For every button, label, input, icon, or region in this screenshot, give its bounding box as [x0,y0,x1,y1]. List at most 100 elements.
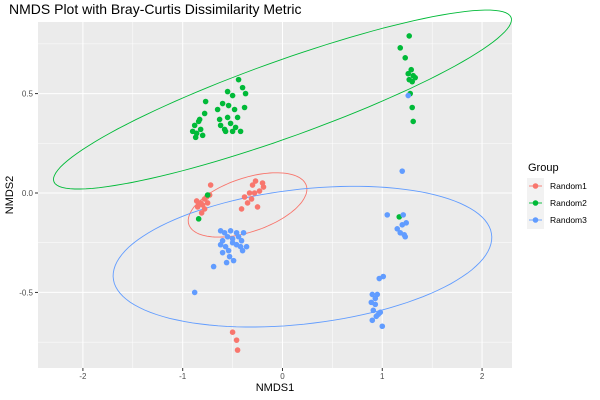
point-random3 [217,241,224,248]
point-random3 [369,317,376,324]
point-random1 [234,347,241,353]
point-random3 [238,237,245,244]
y-tick-label: 0.5 [22,90,34,99]
point-random1 [246,190,253,196]
legend-key-point [532,217,539,223]
point-random2 [222,128,229,135]
chart-title: NMDS Plot with Bray-Curtis Dissimilarity… [9,1,302,17]
point-random2 [204,192,211,198]
point-random2 [229,92,236,99]
point-random2 [410,118,417,125]
point-random2 [229,128,236,135]
point-random2 [232,124,239,131]
point-random3 [224,233,231,240]
point-random2 [216,116,223,123]
point-random3 [225,247,232,254]
point-random3 [372,301,379,308]
point-random2 [242,90,249,97]
point-random2 [224,88,231,95]
point-random3 [402,233,409,240]
point-random3 [377,309,384,316]
point-random2 [412,74,419,81]
point-random1 [229,329,236,336]
point-random1 [259,180,266,186]
point-random3 [400,212,407,218]
point-random3 [235,233,242,240]
legend-label-random1: Random1 [550,181,587,191]
point-random1 [207,182,214,188]
point-random2 [219,100,226,107]
legend-label-random2: Random2 [550,198,587,208]
minor-gridlines [38,22,512,368]
point-random1 [238,206,245,212]
point-random1 [201,206,208,212]
point-random2 [227,120,234,127]
x-tick-label: -2 [79,372,87,381]
point-random1 [195,202,202,208]
y-axis-ticks: -0.5 0.0 0.5 [19,90,38,297]
point-random1 [256,188,263,194]
ellipse-random3 [112,185,493,328]
point-random2 [397,45,404,51]
point-random3 [227,227,234,234]
point-random2 [231,106,238,113]
point-random3 [399,168,406,174]
point-random2 [406,33,413,39]
point-random2 [241,104,248,111]
x-tick-label: 2 [480,372,485,381]
point-random2 [237,128,244,135]
point-random2 [239,84,246,91]
point-random3 [223,259,230,266]
y-tick-label: 0.0 [22,189,34,198]
point-random2 [195,216,202,222]
point-random2 [402,54,409,61]
point-random2 [409,104,416,111]
point-random3 [405,92,412,99]
data-points [189,33,419,353]
x-tick-label: -1 [179,372,187,381]
point-random1 [241,194,248,200]
legend-key-point [532,183,539,189]
x-axis-title: NMDS1 [256,382,295,394]
point-random3 [221,229,228,236]
point-random3 [379,323,386,330]
point-random1 [244,200,251,206]
legend-title: Group [528,162,559,174]
point-random1 [248,196,255,202]
point-random2 [197,126,204,133]
point-random3 [394,226,401,232]
point-random3 [230,257,237,264]
x-axis-ticks: -2 -1 0 1 2 [79,368,485,381]
point-random2 [192,134,199,141]
x-tick-label: 0 [280,372,285,381]
ellipse-random2 [53,9,512,190]
point-random3 [210,263,217,270]
point-random2 [234,114,241,121]
point-random2 [214,106,221,113]
point-random2 [405,70,412,77]
plot-panel [38,22,512,368]
point-random2 [199,132,206,139]
point-random2 [409,78,416,85]
point-random3 [243,243,250,250]
ellipse-random1 [187,172,308,238]
point-random3 [240,229,247,236]
legend: Group Random1 Random2 Random3 [527,162,587,229]
point-random2 [196,116,203,123]
point-random3 [229,235,236,242]
legend-key-point [532,200,539,206]
y-tick-label: -0.5 [19,288,33,297]
legend-label-random3: Random3 [550,215,587,225]
point-random3 [376,275,383,282]
point-random1 [252,178,259,184]
point-random3 [222,243,229,250]
point-random3 [226,253,233,260]
point-random3 [191,289,198,296]
point-random2 [202,98,209,105]
point-random2 [217,122,224,129]
point-random1 [198,210,205,216]
point-random3 [369,291,376,298]
point-random3 [219,249,226,256]
point-random3 [239,247,246,254]
point-random3 [374,291,381,298]
